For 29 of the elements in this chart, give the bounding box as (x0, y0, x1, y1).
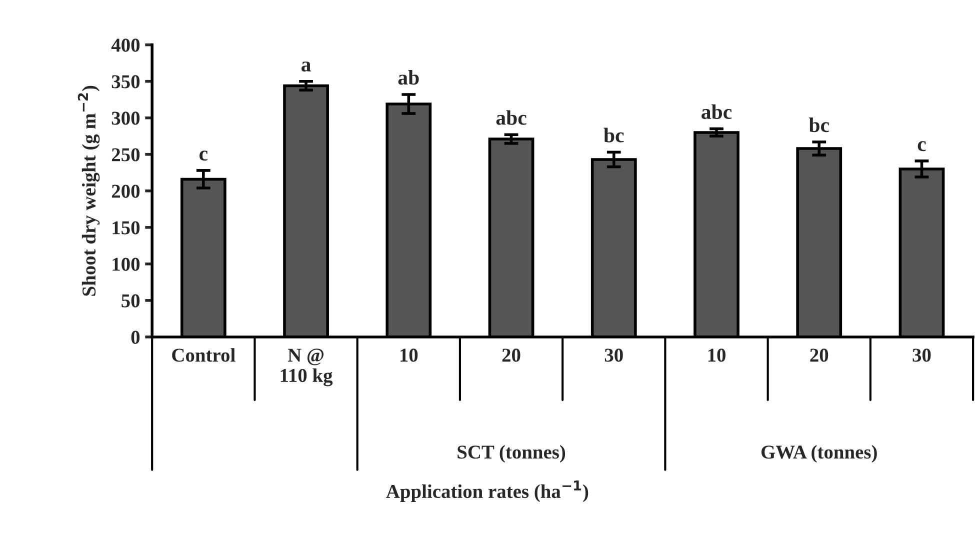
x-tick-label: 20 (810, 348, 828, 362)
annotation: abc (702, 104, 732, 120)
annotation: c (918, 141, 926, 152)
y-axis-title: Shoot dry weight (g m$^{−2}$) (78, 86, 100, 296)
y-tick-label: 0 (131, 330, 140, 344)
text: GWA (tonnes) (761, 445, 877, 463)
x-tick-label: 30 (912, 348, 931, 362)
y-tick-label: 350 (112, 75, 140, 88)
annotation: c (200, 150, 208, 161)
y-tick-label: 100 (112, 258, 140, 271)
x-tick-label: N @ 110 kg (280, 348, 333, 386)
x-tick-label: 10 (708, 348, 726, 362)
x-tick-label: 20 (502, 348, 520, 362)
x-tick-label: 10 (400, 348, 418, 362)
y-tick-label: 300 (112, 112, 140, 125)
annotation: abc (496, 110, 526, 125)
y-tick-label: 150 (112, 221, 140, 234)
annotation: ab (398, 70, 419, 85)
annotation: bc (808, 118, 830, 132)
text: SCT (tonnes) (458, 445, 566, 463)
x-tick-label: 30 (604, 348, 623, 362)
annotation: bc (604, 128, 624, 142)
y-tick-label: 400 (111, 38, 140, 52)
x-tick-label: Control (172, 348, 236, 362)
y-tick-label: 50 (122, 294, 140, 308)
y-tick-label: 200 (112, 184, 140, 198)
annotation: a (301, 62, 311, 72)
y-tick-label: 250 (112, 148, 140, 162)
x-axis-title: Application rates (ha$^{−1}$) (386, 480, 588, 502)
